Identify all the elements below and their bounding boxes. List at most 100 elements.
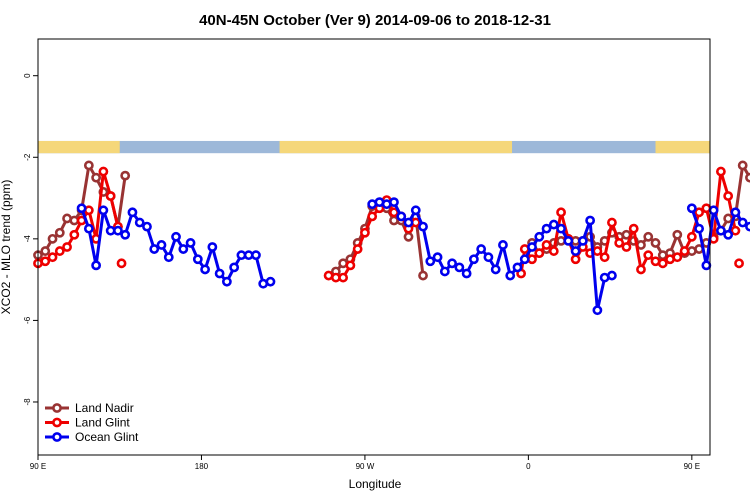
land-glint-point (607, 217, 617, 228)
y-tick-label: -8 (23, 398, 32, 406)
x-axis-label: Longitude (349, 477, 402, 491)
land-glint-point (352, 244, 363, 254)
land-nadir-point (737, 160, 748, 171)
land-glint-point (657, 258, 668, 269)
ocean-glint-point (505, 270, 516, 281)
land-nadir-point (672, 229, 683, 240)
ocean-glint-point (447, 258, 457, 269)
ocean-glint-point (585, 215, 596, 226)
ocean-glint-point (490, 264, 501, 275)
ocean-glint-point (592, 305, 603, 316)
ocean-glint-point (410, 205, 421, 216)
ocean-glint-point (512, 262, 523, 273)
land-glint-point (69, 229, 80, 240)
land-segment-2 (655, 140, 710, 154)
y-tick-label: -6 (23, 316, 32, 324)
ocean-glint-point (498, 240, 508, 250)
land-glint-point (672, 252, 683, 263)
ocean-glint-point (171, 231, 181, 242)
ocean-glint-point (708, 205, 719, 216)
ocean-glint-point (229, 262, 240, 273)
land-glint-point (105, 191, 116, 201)
ocean-glint-line-0 (80, 207, 271, 286)
land-nadir-point (83, 160, 94, 171)
ocean-glint-point (418, 221, 428, 232)
land-glint-point (694, 207, 705, 218)
ocean-glint-point (251, 250, 261, 261)
chart-title: 40N-45N October (Ver 9) 2014-09-06 to 20… (199, 12, 551, 29)
land-glint-point (40, 256, 51, 267)
legend-label-ocean-glint: Ocean Glint (75, 430, 139, 444)
land-glint-point (715, 166, 726, 177)
legend-marker-land-glint (52, 417, 62, 428)
land-glint-point (556, 207, 566, 218)
land-glint-point (47, 252, 58, 263)
legend-label-land-nadir: Land Nadir (75, 401, 134, 415)
land-glint-point (534, 248, 545, 259)
land-nadir-point (54, 227, 65, 238)
land-glint-point (570, 254, 581, 265)
x-tick-label: 0 (526, 462, 531, 471)
legend-marker-land-nadir (52, 403, 62, 413)
ocean-glint-point (534, 231, 545, 242)
land-segment-0 (38, 140, 120, 154)
land-nadir-point (40, 246, 51, 256)
land-nadir-point (745, 172, 750, 183)
land-glint-point (541, 240, 552, 250)
land-glint-point (62, 242, 72, 252)
land-nadir-point (120, 170, 131, 181)
ocean-glint-point (701, 260, 712, 271)
plot-area: 0 -2 -4 -6 -8 90 E 180 90 W 0 90 E (23, 38, 750, 471)
ocean-glint-point (454, 262, 465, 273)
ocean-glint-point (461, 268, 472, 279)
ocean-glint-point (483, 252, 494, 263)
land-glint-point (367, 211, 378, 222)
ocean-glint-point (686, 203, 697, 214)
ocean-glint-point (527, 242, 537, 252)
land-glint-point (54, 246, 65, 256)
land-glint-point (592, 246, 603, 256)
y-tick-label: -2 (23, 153, 32, 161)
ocean-glint-point (120, 229, 131, 240)
land-glint-point (643, 250, 654, 261)
ocean-glint-point (541, 223, 552, 234)
ocean-glint-point (113, 225, 123, 236)
ocean-glint-point (178, 244, 189, 254)
ocean-glint-point (207, 242, 218, 252)
ocean-glint-point (556, 223, 566, 234)
ocean-glint-point (519, 254, 530, 265)
ocean-glint-point (192, 254, 203, 265)
ocean-glint-point (468, 254, 479, 265)
ocean-glint-point (83, 223, 94, 234)
ocean-glint-point (76, 203, 87, 214)
land-segment-1 (279, 140, 513, 154)
ocean-glint-point (425, 256, 436, 267)
land-nadir-point (650, 238, 661, 248)
land-nadir-point (418, 270, 428, 281)
ocean-glint-point (403, 217, 414, 228)
land-glint-point (679, 246, 690, 256)
ocean-glint-point (607, 270, 617, 281)
land-nadir-point (91, 172, 102, 183)
land-nadir-point (643, 231, 654, 242)
ocean-glint-point (476, 244, 487, 254)
land-nadir-point (403, 231, 414, 242)
land-glint-point (734, 258, 744, 269)
legend-label-land-glint: Land Glint (75, 416, 130, 430)
ocean-glint-point (577, 235, 588, 246)
land-glint-point (116, 258, 127, 269)
ocean-glint-point (723, 229, 734, 240)
ocean-glint-point (396, 211, 407, 222)
ocean-glint-point (563, 235, 574, 246)
x-tick-label: 90 W (356, 462, 375, 471)
land-glint-point (548, 246, 559, 256)
ocean-glint-point (389, 197, 399, 208)
ocean-glint-point (98, 205, 109, 216)
land-glint-point (98, 166, 109, 177)
x-tick-label: 90 E (30, 462, 46, 471)
ocean-glint-point (439, 266, 450, 277)
land-glint-point (723, 191, 734, 201)
land-glint-point (614, 238, 625, 248)
ocean-glint-point (149, 244, 160, 254)
